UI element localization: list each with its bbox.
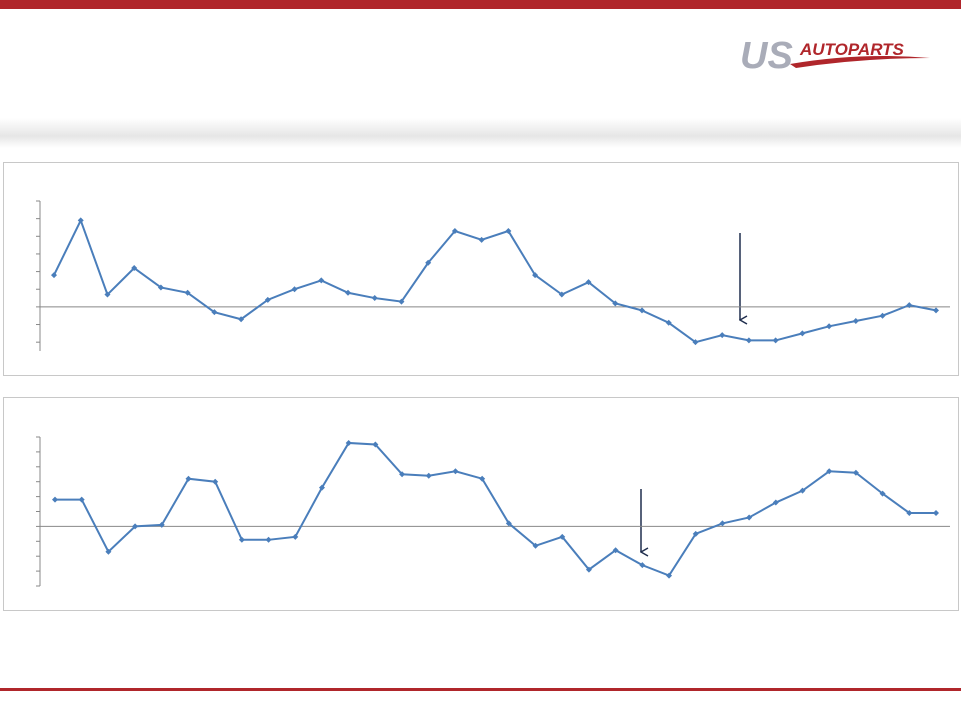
point	[451, 228, 458, 234]
point	[345, 439, 352, 446]
point	[264, 296, 271, 303]
point	[399, 471, 406, 478]
point	[238, 316, 245, 323]
series-line	[55, 441, 936, 577]
point	[879, 312, 886, 319]
point	[532, 272, 539, 279]
point	[639, 562, 646, 569]
point	[238, 536, 245, 543]
point	[372, 441, 379, 448]
point	[212, 478, 219, 485]
point	[211, 309, 218, 316]
logo-swoosh	[790, 56, 930, 68]
point	[826, 468, 833, 475]
logo-autoparts: AUTOPARTS	[799, 40, 905, 59]
point	[478, 236, 485, 243]
point	[585, 279, 592, 286]
point	[78, 496, 85, 503]
point	[612, 300, 619, 307]
point	[612, 547, 619, 554]
point	[585, 566, 592, 573]
point	[639, 307, 645, 314]
point	[692, 339, 699, 346]
chart-frame	[3, 162, 959, 376]
point	[157, 284, 164, 291]
point	[345, 289, 351, 296]
point	[184, 289, 191, 296]
point	[559, 533, 566, 540]
point	[291, 286, 298, 293]
point	[852, 469, 859, 476]
logo-us: US	[740, 35, 793, 77]
point	[745, 337, 752, 344]
point	[799, 487, 806, 494]
point	[772, 337, 779, 344]
point	[666, 572, 673, 579]
top-bar	[0, 0, 961, 9]
point	[158, 521, 165, 528]
point	[452, 468, 459, 475]
point	[131, 265, 138, 272]
point	[77, 217, 84, 224]
point	[799, 330, 806, 337]
series-line	[53, 217, 937, 344]
point	[51, 272, 57, 279]
point	[505, 228, 512, 234]
point	[318, 277, 325, 284]
point	[105, 548, 112, 555]
point	[318, 484, 325, 491]
point	[104, 291, 111, 298]
point	[826, 323, 833, 330]
point	[933, 307, 939, 314]
point	[852, 318, 859, 324]
point	[746, 514, 753, 521]
point	[558, 291, 565, 298]
chart-frame	[3, 397, 959, 611]
point	[906, 302, 913, 309]
point	[906, 509, 913, 516]
point	[425, 259, 432, 266]
point	[185, 475, 192, 482]
point	[371, 295, 378, 302]
point	[665, 319, 672, 326]
point	[265, 536, 272, 543]
point	[505, 520, 512, 527]
point	[292, 533, 299, 540]
point	[772, 499, 779, 506]
header-band	[0, 118, 961, 148]
logo: US AUTOPARTS	[740, 35, 930, 77]
point	[719, 332, 726, 339]
point	[719, 520, 726, 527]
point	[879, 490, 886, 497]
point	[132, 523, 139, 530]
point	[692, 530, 699, 537]
point	[52, 496, 58, 503]
point	[479, 475, 486, 482]
point	[398, 298, 405, 305]
bottom-bar	[0, 688, 961, 691]
point	[532, 542, 539, 549]
point	[933, 509, 939, 516]
point	[425, 472, 432, 479]
